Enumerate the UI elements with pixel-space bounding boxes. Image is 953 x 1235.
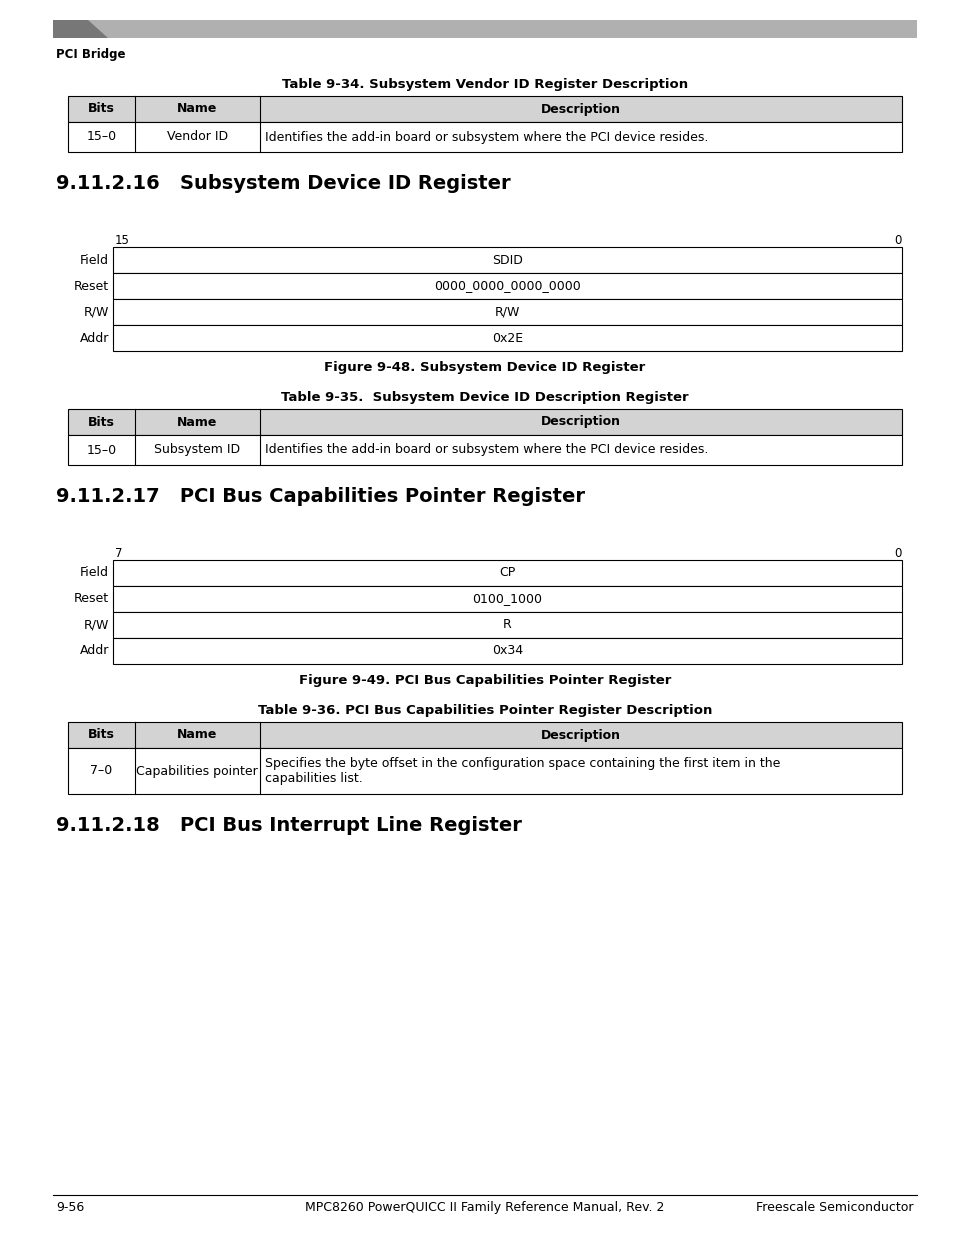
- Text: Reset: Reset: [73, 593, 109, 605]
- Bar: [68, 722, 901, 748]
- Bar: [68, 435, 901, 466]
- Text: 9-56: 9-56: [56, 1200, 84, 1214]
- Text: 0x34: 0x34: [492, 645, 522, 657]
- Text: Addr: Addr: [79, 331, 109, 345]
- Text: 9.11.2.18   PCI Bus Interrupt Line Register: 9.11.2.18 PCI Bus Interrupt Line Registe…: [56, 816, 521, 835]
- Bar: [68, 748, 901, 794]
- Bar: [112, 273, 901, 299]
- Text: SDID: SDID: [492, 253, 522, 267]
- Text: Capabilities pointer: Capabilities pointer: [136, 764, 258, 778]
- Text: 7: 7: [115, 547, 122, 559]
- Text: 0000_0000_0000_0000: 0000_0000_0000_0000: [434, 279, 580, 293]
- Text: 0x2E: 0x2E: [492, 331, 522, 345]
- Text: PCI Bridge: PCI Bridge: [56, 48, 126, 61]
- Text: Vendor ID: Vendor ID: [167, 131, 228, 143]
- Text: R: R: [502, 619, 512, 631]
- Text: Description: Description: [540, 729, 620, 741]
- Text: R/W: R/W: [84, 305, 109, 319]
- Text: Figure 9-48. Subsystem Device ID Register: Figure 9-48. Subsystem Device ID Registe…: [324, 361, 645, 374]
- Bar: [112, 247, 901, 273]
- Bar: [68, 409, 901, 435]
- Text: Name: Name: [177, 415, 217, 429]
- Text: 0100_1000: 0100_1000: [472, 593, 542, 605]
- Text: Freescale Semiconductor: Freescale Semiconductor: [756, 1200, 913, 1214]
- Text: Description: Description: [540, 103, 620, 116]
- Text: Description: Description: [540, 415, 620, 429]
- Text: Field: Field: [80, 567, 109, 579]
- Text: Name: Name: [177, 729, 217, 741]
- Text: Reset: Reset: [73, 279, 109, 293]
- Text: 0: 0: [894, 233, 901, 247]
- Text: Identifies the add-in board or subsystem where the PCI device resides.: Identifies the add-in board or subsystem…: [265, 443, 707, 457]
- Text: MPC8260 PowerQUICC II Family Reference Manual, Rev. 2: MPC8260 PowerQUICC II Family Reference M…: [305, 1200, 664, 1214]
- Text: 7–0: 7–0: [91, 764, 112, 778]
- Text: R/W: R/W: [495, 305, 519, 319]
- Text: 9.11.2.16   Subsystem Device ID Register: 9.11.2.16 Subsystem Device ID Register: [56, 174, 510, 193]
- Text: Addr: Addr: [79, 645, 109, 657]
- Text: Table 9-34. Subsystem Vendor ID Register Description: Table 9-34. Subsystem Vendor ID Register…: [282, 78, 687, 91]
- Polygon shape: [53, 20, 108, 38]
- Bar: [112, 613, 901, 638]
- Text: 15–0: 15–0: [86, 131, 116, 143]
- Text: 9.11.2.17   PCI Bus Capabilities Pointer Register: 9.11.2.17 PCI Bus Capabilities Pointer R…: [56, 487, 584, 506]
- Text: Name: Name: [177, 103, 217, 116]
- Text: Bits: Bits: [88, 415, 114, 429]
- Text: R/W: R/W: [84, 619, 109, 631]
- Bar: [112, 559, 901, 585]
- Text: Subsystem ID: Subsystem ID: [154, 443, 240, 457]
- Bar: [112, 299, 901, 325]
- Text: Specifies the byte offset in the configuration space containing the first item i: Specifies the byte offset in the configu…: [265, 757, 780, 769]
- Bar: [112, 585, 901, 613]
- Text: Table 9-35.  Subsystem Device ID Description Register: Table 9-35. Subsystem Device ID Descript…: [281, 391, 688, 404]
- Text: 0: 0: [894, 547, 901, 559]
- Text: Field: Field: [80, 253, 109, 267]
- Text: Identifies the add-in board or subsystem where the PCI device resides.: Identifies the add-in board or subsystem…: [265, 131, 707, 143]
- Text: CP: CP: [498, 567, 515, 579]
- Bar: [112, 325, 901, 351]
- Bar: [112, 638, 901, 664]
- Text: capabilities list.: capabilities list.: [265, 772, 362, 785]
- Text: Table 9-36. PCI Bus Capabilities Pointer Register Description: Table 9-36. PCI Bus Capabilities Pointer…: [257, 704, 712, 718]
- Bar: [68, 122, 901, 152]
- Text: Figure 9-49. PCI Bus Capabilities Pointer Register: Figure 9-49. PCI Bus Capabilities Pointe…: [298, 674, 671, 687]
- Text: 15–0: 15–0: [86, 443, 116, 457]
- Text: Bits: Bits: [88, 729, 114, 741]
- Text: 15: 15: [115, 233, 130, 247]
- Text: Bits: Bits: [88, 103, 114, 116]
- Bar: [53, 20, 916, 38]
- Bar: [68, 96, 901, 122]
